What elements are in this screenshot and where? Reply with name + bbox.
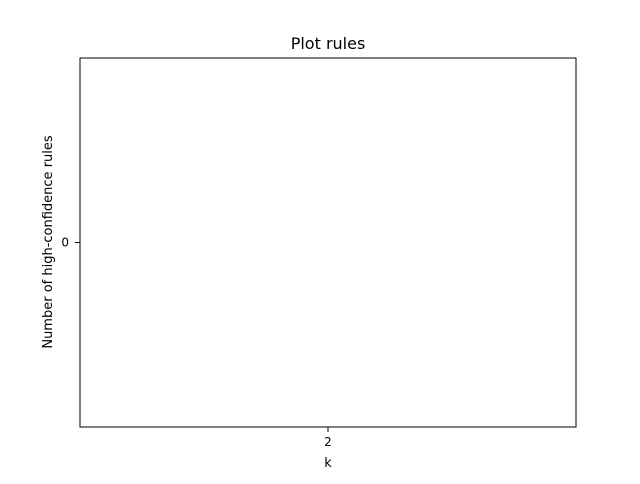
chart-title: Plot rules <box>291 34 366 53</box>
y-tick-label: 0 <box>61 236 69 250</box>
x-axis-ticks: 2 <box>324 427 332 449</box>
y-axis-label: Number of high-confidence rules <box>41 135 56 349</box>
x-tick-label: 2 <box>324 435 332 449</box>
x-axis-label: k <box>324 456 332 471</box>
y-axis-ticks: 0 <box>61 236 80 250</box>
